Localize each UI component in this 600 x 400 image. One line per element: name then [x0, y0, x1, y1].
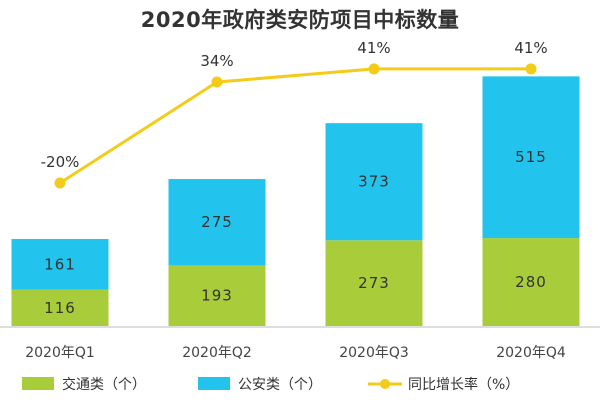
- growth-rate-label: 34%: [200, 52, 233, 70]
- bar-traffic-4: [482, 238, 580, 326]
- growth-rate-point: [211, 76, 223, 88]
- bar-value-label: 116: [44, 299, 76, 317]
- legend-label: 交通类（个）: [62, 376, 146, 393]
- growth-rate-label: -20%: [41, 153, 80, 171]
- bars-layer: [11, 76, 580, 326]
- bar-police-1: [11, 239, 109, 290]
- labels-layer: 116 161 2020年Q1 193 275 2020年Q2 273 373 2020年Q3 2…: [25, 39, 566, 361]
- legend-label: 公安类（个）: [238, 377, 322, 393]
- x-tick-label: 2020年Q2: [182, 345, 252, 361]
- bar-value-label: 280: [515, 273, 547, 291]
- x-tick-label: 2020年Q1: [25, 345, 95, 361]
- growth-rate-label: 41%: [357, 39, 390, 57]
- growth-rate-line: [59, 67, 531, 185]
- x-tick-label: 2020年Q3: [339, 345, 409, 361]
- chart-title: 2020年政府类安防项目中标数量: [140, 8, 460, 32]
- legend-swatch-police: [198, 377, 230, 390]
- bar-police-4: [482, 76, 580, 239]
- bar-traffic-3: [325, 240, 423, 326]
- bar-value-label: 373: [358, 173, 390, 191]
- legend-swatch-traffic: [22, 377, 54, 390]
- bar-value-label: 515: [515, 148, 547, 166]
- bar-police-3: [325, 123, 423, 241]
- growth-rate-point: [525, 63, 537, 75]
- growth-rate-label: 41%: [514, 39, 547, 57]
- bar-traffic-2: [168, 265, 266, 326]
- bar-police-2: [168, 179, 266, 266]
- legend-label: 同比增长率（%）: [408, 376, 519, 393]
- bar-traffic-1: [11, 289, 109, 326]
- bar-value-label: 273: [358, 274, 390, 292]
- growth-rate-point: [54, 177, 66, 189]
- legend-swatch-growth-point: [380, 379, 390, 389]
- x-tick-label: 2020年Q4: [496, 345, 566, 361]
- legend: 交通类（个） 公安类（个） 同比增长率（%）: [22, 376, 519, 393]
- bar-value-label: 275: [201, 213, 233, 231]
- growth-line-layer: [54, 63, 537, 189]
- bar-value-label: 193: [201, 287, 233, 305]
- growth-rate-point: [368, 63, 380, 75]
- bar-value-label: 161: [44, 255, 76, 273]
